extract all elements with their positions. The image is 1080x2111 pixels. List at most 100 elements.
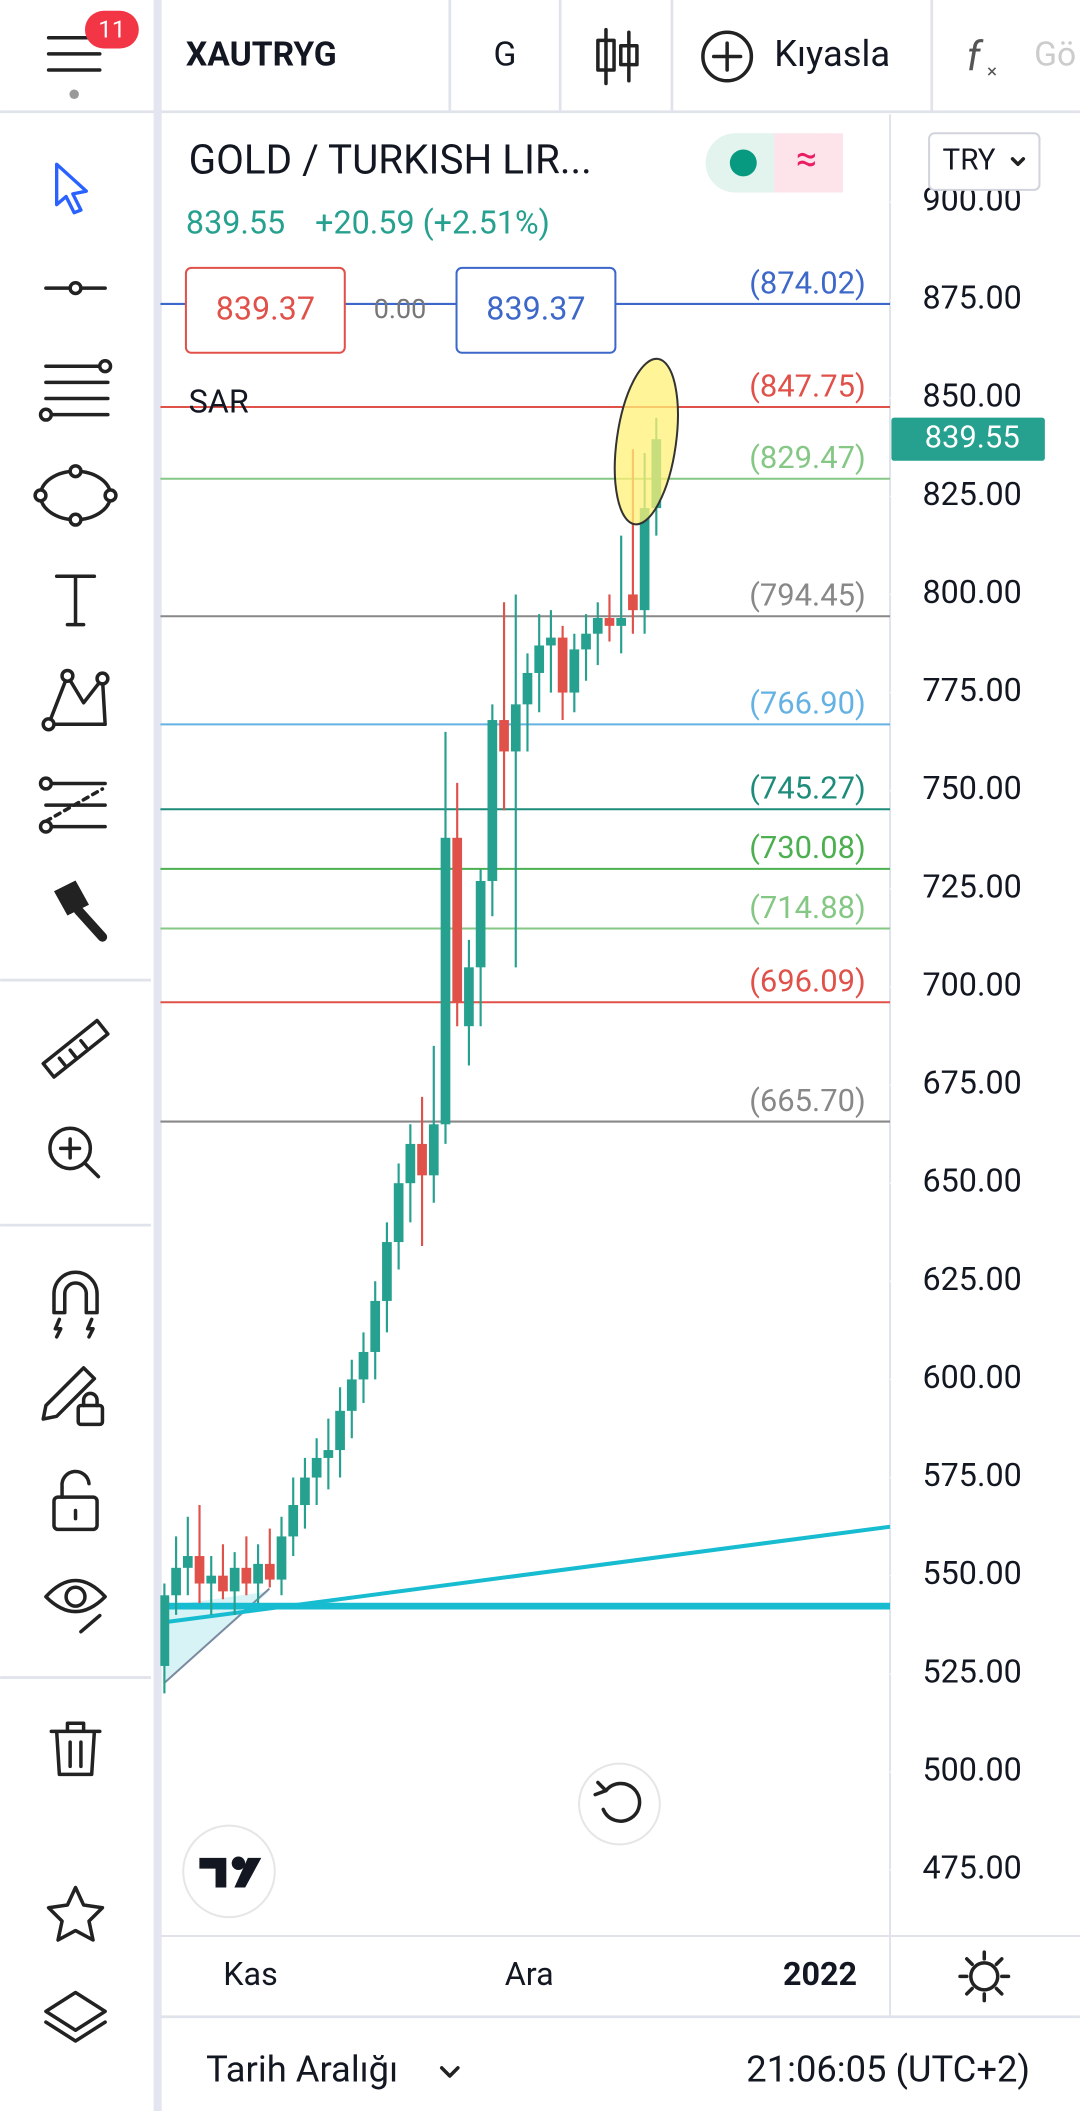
candle-body xyxy=(311,1457,322,1478)
icon-tool[interactable] xyxy=(53,880,108,942)
candle-body xyxy=(440,837,451,1125)
candle-body xyxy=(616,618,627,626)
y-tick-label: 825.00 xyxy=(923,475,1022,513)
candle-body xyxy=(382,1242,392,1301)
level-label: (745.27) xyxy=(749,770,866,807)
fx-icon: f xyxy=(967,33,984,80)
candle-body xyxy=(487,720,498,881)
candle-body xyxy=(534,645,545,673)
x-tick-label: 2022 xyxy=(783,1955,857,1993)
candle-body xyxy=(546,637,556,646)
y-tick-label: 675.00 xyxy=(923,1064,1022,1102)
candle-body xyxy=(335,1410,345,1451)
menu-button[interactable]: 11 xyxy=(46,10,139,99)
fx-icon: × xyxy=(987,61,997,83)
candle-body xyxy=(510,704,521,752)
y-tick-label: 525.00 xyxy=(923,1652,1022,1690)
y-tick-label: 600.00 xyxy=(923,1358,1022,1396)
spread: 0.00 xyxy=(374,293,426,325)
y-tick-label: 725.00 xyxy=(923,867,1022,905)
svg-text:≈: ≈ xyxy=(796,138,817,182)
y-tick-label: 650.00 xyxy=(923,1162,1022,1200)
candle-body xyxy=(475,880,486,968)
interval[interactable]: G xyxy=(494,35,517,74)
indicator-label: SAR xyxy=(189,382,249,420)
lock-drawing-tool[interactable] xyxy=(41,1366,105,1427)
date-range-button[interactable]: Tarih Aralığı xyxy=(206,2048,460,2091)
indicators-button[interactable]: f × Gö xyxy=(967,33,1076,83)
clock[interactable]: 21:06:05 (UTC+2) xyxy=(746,2048,1030,2091)
level-label: (665.70) xyxy=(749,1082,866,1119)
fib-tool[interactable] xyxy=(38,359,113,422)
layers-button[interactable] xyxy=(44,1990,107,2043)
line-tool[interactable] xyxy=(44,280,107,296)
shape-tool[interactable] xyxy=(33,464,118,527)
chart-style-button[interactable] xyxy=(596,27,639,86)
favorites-button[interactable] xyxy=(46,1885,105,1942)
y-tick-label: 550.00 xyxy=(923,1554,1022,1592)
candle-body xyxy=(206,1575,217,1584)
candle-body xyxy=(370,1300,381,1352)
y-tick-label: 875.00 xyxy=(923,279,1022,317)
compare-button[interactable]: Kıyasla xyxy=(701,30,890,83)
zoom-tool[interactable] xyxy=(48,1126,101,1179)
candle-body xyxy=(218,1575,228,1592)
candle-body xyxy=(229,1567,240,1592)
measure-tool[interactable] xyxy=(41,1018,110,1079)
level-label: (794.45) xyxy=(749,577,866,614)
candle-body xyxy=(557,637,568,693)
symbol[interactable]: XAUTRYG xyxy=(186,35,337,74)
candle-body xyxy=(264,1563,275,1580)
magnet-tool[interactable] xyxy=(52,1270,99,1339)
candle-body xyxy=(276,1536,287,1580)
y-tick-label: 750.00 xyxy=(923,769,1022,807)
tradingview-logo[interactable] xyxy=(182,1824,276,1919)
last-price: 839.55 xyxy=(186,203,285,241)
price-tag-box xyxy=(891,417,1045,461)
settings-button[interactable] xyxy=(958,1950,1011,2003)
pattern-tool[interactable] xyxy=(41,668,110,732)
delete-tool[interactable] xyxy=(49,1721,102,1777)
reset-button[interactable] xyxy=(578,1762,661,1846)
candle-body xyxy=(569,649,580,693)
level-label: (874.02) xyxy=(749,264,866,301)
lock-all-tool[interactable] xyxy=(52,1469,99,1532)
candle-body xyxy=(288,1505,299,1537)
prediction-tool[interactable] xyxy=(38,776,107,834)
candle-body xyxy=(241,1567,252,1584)
candle-body xyxy=(393,1183,404,1243)
buy-price: 839.37 xyxy=(486,290,585,328)
candle-body xyxy=(499,720,509,752)
candle-body xyxy=(639,508,650,611)
candle-body xyxy=(194,1556,205,1584)
price-tag: 839.55 xyxy=(891,417,1045,461)
candle-body xyxy=(592,618,603,634)
candle-body xyxy=(160,1595,170,1666)
sell-button[interactable]: 839.37 xyxy=(184,266,346,354)
chart-title: GOLD / TURKISH LIR... xyxy=(189,137,592,184)
left-toolbar xyxy=(0,162,151,2043)
hide-tool[interactable] xyxy=(44,1579,107,1634)
candle-body xyxy=(346,1379,357,1411)
y-tick-label: 850.00 xyxy=(923,377,1022,415)
level-label: (730.08) xyxy=(749,829,866,866)
cursor-tool[interactable] xyxy=(54,162,88,215)
plot-area: (874.02) (847.75) (829.47) (794.45) (766.90)… xyxy=(160,264,891,1694)
candle-body xyxy=(405,1143,416,1184)
status-pill[interactable]: ≈ xyxy=(705,133,843,193)
sell-price: 839.37 xyxy=(216,290,315,328)
x-tick-label: Kas xyxy=(223,1955,278,1993)
candle-body xyxy=(300,1477,310,1506)
currency-button[interactable]: TRY xyxy=(928,132,1041,191)
text-tool[interactable] xyxy=(54,574,97,627)
y-tick-label: 625.00 xyxy=(923,1260,1022,1298)
compare-label: Kıyasla xyxy=(774,32,890,75)
price-change: +20.59 (+2.51%) xyxy=(315,203,550,241)
level-label: (829.47) xyxy=(749,439,866,476)
candle-body xyxy=(358,1351,369,1380)
candle-body xyxy=(253,1563,263,1584)
buy-button[interactable]: 839.37 xyxy=(455,266,617,354)
candle-body xyxy=(604,618,615,626)
indicators-label: Gö xyxy=(1034,35,1076,74)
